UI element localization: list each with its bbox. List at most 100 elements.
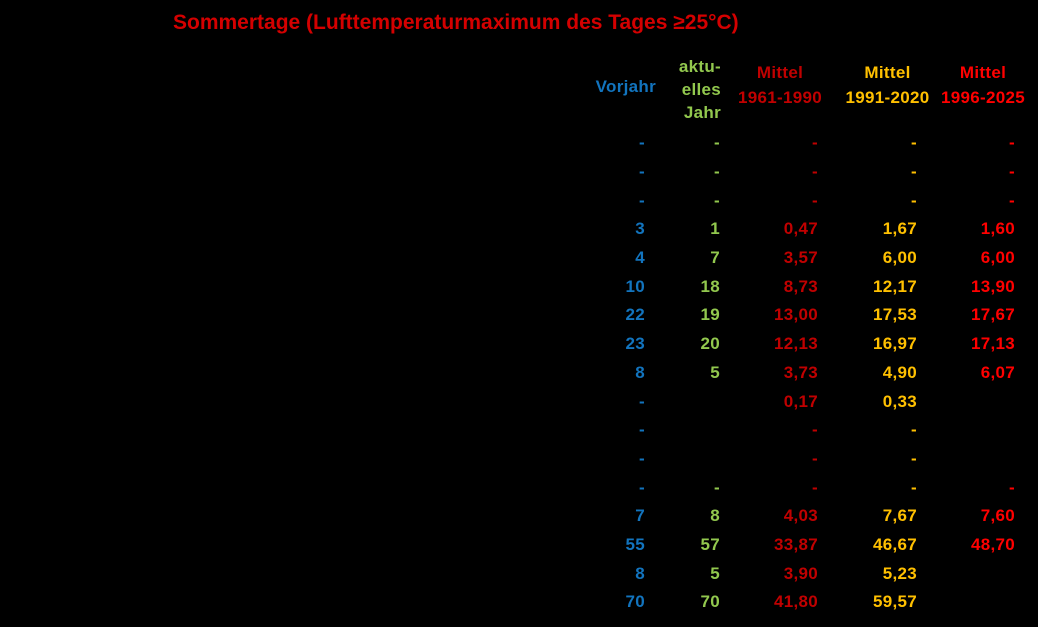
table-cell: 46,67 <box>872 534 917 554</box>
table-cell: 7,60 <box>980 506 1015 526</box>
table-cell: - <box>714 133 720 153</box>
table-cell: 59,57 <box>872 592 917 612</box>
column-header-mittel-1961-1990: Mittel 1961-1990 <box>723 55 837 129</box>
table-cell: 70 <box>625 592 645 612</box>
table-cell: 13,90 <box>970 276 1015 296</box>
table-row: --- <box>570 445 1028 474</box>
table-row: 7 8 4,03 7,67 7,60 <box>570 502 1028 531</box>
column-header-aktuelles-jahr: aktu-elles Jahr <box>656 55 723 129</box>
table-cell: - <box>812 477 818 497</box>
table-cell: - <box>639 420 645 440</box>
table-cell: - <box>911 190 917 210</box>
table-cell: 16,97 <box>872 334 917 354</box>
table-cell: 23 <box>625 334 645 354</box>
table-row: 4 7 3,57 6,00 6,00 <box>570 244 1028 273</box>
table-cell: 0,33 <box>882 391 917 411</box>
table-cell: - <box>639 391 645 411</box>
table-header-row: Vorjahr aktu-elles Jahr Mittel 1961-1990 Mitt… <box>570 55 1028 129</box>
table-cell: 3,57 <box>783 248 818 268</box>
table-cell: 70 <box>700 592 720 612</box>
table-cell: 3,90 <box>783 563 818 583</box>
table-cell: 10 <box>625 276 645 296</box>
column-header-line: Mittel <box>864 63 911 82</box>
table-cell: 57 <box>700 534 720 554</box>
column-header-line: Mittel <box>756 63 804 82</box>
table-cell: - <box>911 162 917 182</box>
table-cell: 13,00 <box>773 305 818 325</box>
table-cell: - <box>812 420 818 440</box>
table-cell: 18 <box>700 276 720 296</box>
column-header-mittel-1991-2020: Mittel 1991-2020 <box>837 55 938 129</box>
table-cell: 7,67 <box>882 506 917 526</box>
table-cell: 41,80 <box>773 592 818 612</box>
table-cell: 4,03 <box>783 506 818 526</box>
column-header-line: Vorjahr <box>595 77 656 96</box>
table-cell: - <box>714 162 720 182</box>
table-cell: 0,47 <box>783 219 818 239</box>
table-cell: - <box>911 477 917 497</box>
table-cell: 8,73 <box>783 276 818 296</box>
table-cell: 55 <box>625 534 645 554</box>
column-header-mittel-1996-2025: Mittel 1996-2025 <box>938 55 1028 129</box>
table-cell: 7 <box>710 248 720 268</box>
table-row: 10 18 8,73 12,17 13,90 <box>570 272 1028 301</box>
table-cell: - <box>639 162 645 182</box>
table-cell: 3 <box>635 219 645 239</box>
table-cell: 5,23 <box>882 563 917 583</box>
table-cell: 12,17 <box>872 276 917 296</box>
table-cell: 17,67 <box>970 305 1015 325</box>
table-cell: 17,53 <box>872 305 917 325</box>
table-cell: 33,87 <box>773 534 818 554</box>
table-cell: - <box>1009 133 1015 153</box>
table-cell: 48,70 <box>970 534 1015 554</box>
table-cell: 19 <box>700 305 720 325</box>
table-cell: - <box>1009 162 1015 182</box>
column-header-line: 1996-2025 <box>941 88 1025 107</box>
table-cell: - <box>812 162 818 182</box>
table-row: 8 5 3,73 4,90 6,07 <box>570 359 1028 388</box>
table-cell: 5 <box>710 563 720 583</box>
table-cell: - <box>1009 477 1015 497</box>
table-row: 70 70 41,80 59,57 <box>570 588 1028 617</box>
table-cell: - <box>911 420 917 440</box>
table-cell: - <box>911 133 917 153</box>
table-cell: 4,90 <box>882 362 917 382</box>
table-cell: 3,73 <box>783 362 818 382</box>
table-row: --- <box>570 416 1028 445</box>
table-cell: - <box>639 190 645 210</box>
column-header-line: elles <box>681 80 721 99</box>
column-header-line: aktu- <box>678 57 721 76</box>
table-row: - 0,17 0,33 <box>570 387 1028 416</box>
column-header-line: Jahr <box>683 103 721 122</box>
table-cell: - <box>812 133 818 153</box>
table-row: 8 5 3,90 5,23 <box>570 559 1028 588</box>
table-row: 3 1 0,47 1,67 1,60 <box>570 215 1028 244</box>
table-cell: 1 <box>710 219 720 239</box>
summer-days-table: Vorjahr aktu-elles Jahr Mittel 1961-1990 Mitt… <box>570 55 1028 617</box>
table-cell: 7 <box>635 506 645 526</box>
table-cell: - <box>812 448 818 468</box>
chart-title: Sommertage (Lufttemperaturmaximum des Ta… <box>173 11 739 34</box>
table-row: 23 20 12,13 16,97 17,13 <box>570 330 1028 359</box>
table-cell: 0,17 <box>783 391 818 411</box>
table-cell: 20 <box>700 334 720 354</box>
table-cell: 17,13 <box>970 334 1015 354</box>
table-cell: - <box>714 477 720 497</box>
table-row: 55 57 33,87 46,67 48,70 <box>570 531 1028 560</box>
table-cell: 6,00 <box>980 248 1015 268</box>
table-row: ----- <box>570 129 1028 158</box>
table-cell: 6,07 <box>980 362 1015 382</box>
table-cell: - <box>911 448 917 468</box>
table-body: - - - - - - - - - - - - - - - 3 1 0,47 1,67 1,60 4 7 3,57 6,00 6… <box>570 129 1028 617</box>
table-cell: - <box>639 133 645 153</box>
table-cell: 5 <box>710 362 720 382</box>
table-cell: - <box>714 190 720 210</box>
table-cell: 1,67 <box>882 219 917 239</box>
table-cell: 4 <box>635 248 645 268</box>
table-cell: - <box>639 448 645 468</box>
table-cell: 8 <box>635 362 645 382</box>
column-header-line: 1991-2020 <box>845 88 930 107</box>
table-cell: - <box>639 477 645 497</box>
table-cell: - <box>1009 190 1015 210</box>
table-cell: - <box>812 190 818 210</box>
